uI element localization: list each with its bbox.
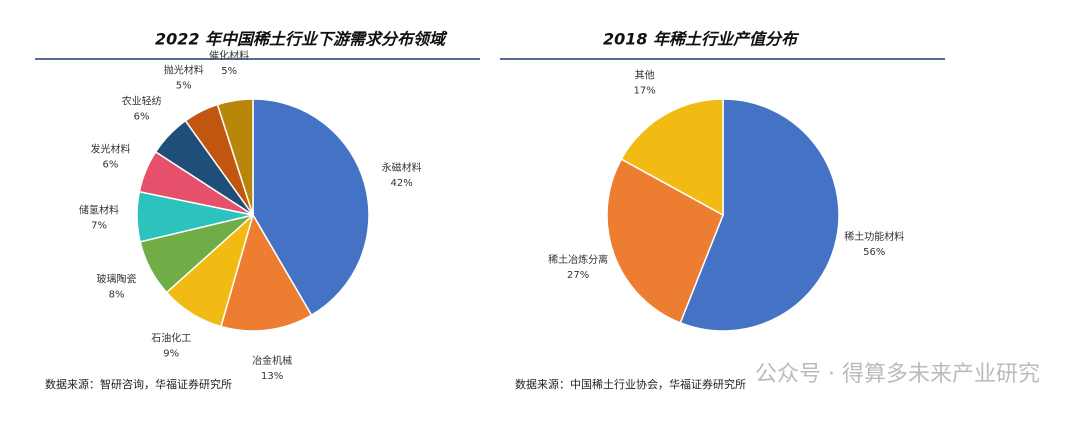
slice-value-label: 42% xyxy=(391,178,413,189)
slice-label: 其他 xyxy=(635,68,655,81)
pie-slice xyxy=(606,158,724,324)
pie-slice xyxy=(679,98,840,332)
pie-slice xyxy=(620,98,724,217)
slice-label: 储氢材料 xyxy=(79,203,119,216)
chart-title: 2022 年中国稀土行业下游需求分布领域 xyxy=(155,30,448,49)
chart-title: 2018 年稀土行业产值分布 xyxy=(603,30,800,49)
slice-value-label: 6% xyxy=(103,160,119,171)
slice-value-label: 17% xyxy=(633,85,655,96)
source-note: 数据来源：中国稀土行业协会，华福证券研究所 xyxy=(515,377,746,391)
slice-value-label: 8% xyxy=(109,289,125,300)
slice-label: 催化材料 xyxy=(209,49,249,62)
slice-label: 石油化工 xyxy=(151,331,191,344)
slice-value-label: 9% xyxy=(163,348,179,359)
slice-label: 稀土冶炼分离 xyxy=(548,253,608,266)
slice-label: 玻璃陶瓷 xyxy=(97,272,137,285)
slice-value-label: 5% xyxy=(176,80,192,91)
slice-value-label: 6% xyxy=(134,112,150,123)
pie-slice xyxy=(252,98,370,317)
source-note: 数据来源：智研咨询，华福证券研究所 xyxy=(45,377,232,391)
slice-label: 冶金机械 xyxy=(252,354,292,367)
slice-value-label: 5% xyxy=(221,66,237,77)
slice-value-label: 7% xyxy=(91,220,107,231)
slice-label: 抛光材料 xyxy=(164,63,204,76)
slice-label: 发光材料 xyxy=(90,143,130,156)
watermark: 公众号 · 得算多未来产业研究 xyxy=(755,362,1040,387)
slice-value-label: 13% xyxy=(261,371,283,382)
slice-label: 稀土功能材料 xyxy=(844,230,904,243)
slice-label: 农业轻纺 xyxy=(122,95,162,108)
pie-slice xyxy=(220,213,313,332)
slice-value-label: 27% xyxy=(567,270,589,281)
pie-slice xyxy=(216,98,254,216)
slice-label: 永磁材料 xyxy=(382,161,422,174)
slice-value-label: 56% xyxy=(863,247,885,258)
